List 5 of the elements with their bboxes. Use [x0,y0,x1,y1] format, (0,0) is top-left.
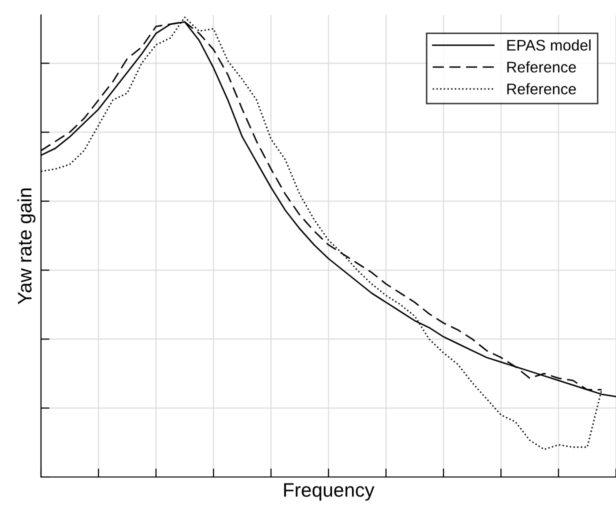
legend-label: Reference [507,83,576,94]
x-axis-title: Frequency [284,483,374,501]
y-axis-title: Yaw rate gain [17,188,36,304]
legend-label: EPAS model [507,39,591,51]
legend-label: Reference [507,61,576,73]
